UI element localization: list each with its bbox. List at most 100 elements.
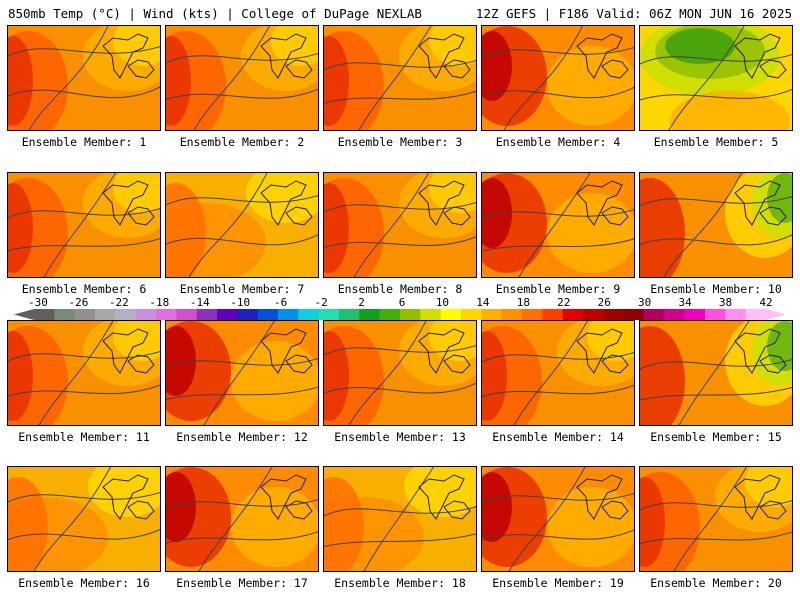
- temperature-field: [324, 321, 476, 425]
- ensemble-member-label: Ensemble Member: 10: [650, 282, 782, 296]
- colorbar-tick-label: 2: [358, 296, 365, 309]
- colorbar-segment: [237, 309, 259, 320]
- ensemble-member-map: [165, 466, 319, 572]
- ensemble-member-map: [165, 172, 319, 278]
- ensemble-member-label: Ensemble Member: 11: [18, 430, 150, 444]
- colorbar-segment: [583, 309, 604, 320]
- colorbar-strip: [14, 309, 786, 320]
- temperature-field: [166, 467, 318, 571]
- ensemble-member-map: [481, 172, 635, 278]
- temperature-field: [482, 321, 634, 425]
- colorbar-segment: [420, 309, 442, 320]
- temperature-field: [166, 321, 318, 425]
- ensemble-member-map: [481, 466, 635, 572]
- colorbar-segment: [644, 309, 665, 320]
- temperature-field: [8, 467, 160, 571]
- ensemble-member-label: Ensemble Member: 6: [21, 282, 147, 296]
- colorbar-tick-label: 26: [597, 296, 611, 309]
- colorbar-tick-label: 34: [678, 296, 692, 309]
- colorbar-segment: [603, 309, 625, 320]
- temperature-field: [324, 173, 476, 277]
- colorbar-tick-label: -18: [149, 296, 170, 309]
- ensemble-member-label: Ensemble Member: 9: [495, 282, 621, 296]
- colorbar-tick-label: 30: [638, 296, 652, 309]
- colorbar-tick-label: 14: [476, 296, 490, 309]
- run-valid-time: 12Z GEFS | F186 Valid: 06Z MON JUN 16 20…: [475, 6, 792, 21]
- ensemble-member-label: Ensemble Member: 14: [492, 430, 624, 444]
- colorbar-tick-label: -2: [314, 296, 328, 309]
- ensemble-member-label: Ensemble Member: 4: [495, 135, 621, 149]
- ensemble-member-map: [481, 25, 635, 131]
- colorbar-segment: [501, 309, 523, 320]
- ensemble-member-label: Ensemble Member: 17: [176, 576, 308, 590]
- ensemble-member-map: [323, 25, 477, 131]
- colorbar-tick-label: 38: [718, 296, 733, 309]
- ensemble-member-label: Ensemble Member: 12: [176, 430, 308, 444]
- colorbar-segment: [461, 309, 482, 320]
- temperature-field: [482, 26, 634, 130]
- ensemble-member-label: Ensemble Member: 15: [650, 430, 782, 444]
- colorbar-segment: [135, 309, 157, 320]
- colorbar-segment: [196, 309, 218, 320]
- colorbar-segment: [34, 309, 55, 320]
- ensemble-member-label: Ensemble Member: 1: [21, 135, 147, 149]
- temperature-field: [640, 321, 792, 425]
- temperature-field: [166, 173, 318, 277]
- colorbar-segment: [705, 309, 726, 320]
- colorbar-segment: [481, 309, 503, 320]
- colorbar-tick-label: -6: [274, 296, 288, 309]
- colorbar-tick-label: -14: [189, 296, 210, 309]
- temperature-field: [482, 173, 634, 277]
- colorbar-segment: [115, 309, 137, 320]
- ensemble-member-map: [639, 25, 793, 131]
- colorbar-tick-label: 22: [557, 296, 571, 309]
- colorbar-segment: [440, 309, 462, 320]
- ensemble-member-label: Ensemble Member: 5: [653, 135, 779, 149]
- temperature-field: [324, 26, 476, 130]
- colorbar-tick-label: -22: [108, 296, 129, 309]
- ensemble-member-label: Ensemble Member: 19: [492, 576, 624, 590]
- ensemble-member-map: [7, 320, 161, 426]
- colorbar-segment: [623, 309, 645, 320]
- colorbar-segment: [725, 309, 747, 320]
- ensemble-member-map: [639, 172, 793, 278]
- colorbar-segment: [257, 309, 279, 320]
- temperature-field: [8, 26, 160, 130]
- colorbar-tick-label: 10: [435, 296, 450, 309]
- ensemble-member-label: Ensemble Member: 2: [179, 135, 305, 149]
- colorbar-segment: [318, 309, 340, 320]
- ensemble-member-label: Ensemble Member: 8: [337, 282, 463, 296]
- colorbar-min-arrow: [14, 309, 34, 320]
- ensemble-member-map: [323, 466, 477, 572]
- colorbar-tick-label: -26: [68, 296, 89, 309]
- temperature-field: [8, 321, 160, 425]
- ensemble-member-map: [7, 466, 161, 572]
- colorbar-tick-label: 6: [398, 296, 406, 309]
- colorbar-segment: [522, 309, 543, 320]
- ensemble-member-label: Ensemble Member: 7: [179, 282, 305, 296]
- ensemble-member-label: Ensemble Member: 20: [650, 576, 782, 590]
- temperature-field: [640, 26, 792, 130]
- ensemble-member-map: [323, 172, 477, 278]
- temperature-field: [482, 467, 634, 571]
- ensemble-member-label: Ensemble Member: 18: [334, 576, 466, 590]
- colorbar-segment: [542, 309, 564, 320]
- colorbar-segment: [298, 309, 320, 320]
- colorbar-segment: [54, 309, 76, 320]
- colorbar-segment: [176, 309, 198, 320]
- ensemble-member-map: [481, 320, 635, 426]
- temperature-colorbar: -30 -26 -22 -18 -14 -10 -6 -2 2 6 10 14 18 22 26 30 34 38…: [14, 296, 786, 320]
- colorbar-segment: [664, 309, 686, 320]
- colorbar-segment: [74, 309, 96, 320]
- ensemble-member-map: [7, 172, 161, 278]
- colorbar-max-arrow: [766, 309, 786, 320]
- colorbar-segment: [339, 309, 360, 320]
- colorbar-segment: [684, 309, 706, 320]
- colorbar-segment: [379, 309, 401, 320]
- colorbar-tick-label: 42: [759, 296, 773, 309]
- ensemble-member-map: [7, 25, 161, 131]
- colorbar-segment: [562, 309, 584, 320]
- ensemble-member-map: [323, 320, 477, 426]
- ensemble-member-label: Ensemble Member: 16: [18, 576, 150, 590]
- ensemble-member-map: [165, 320, 319, 426]
